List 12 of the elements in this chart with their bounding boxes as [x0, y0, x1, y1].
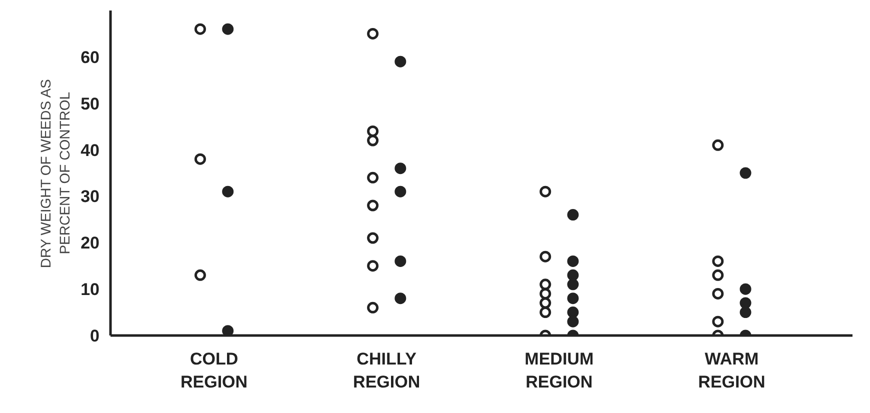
x-tick-label: CHILLY REGION — [353, 350, 420, 392]
y-tick-label: 60 — [80, 48, 100, 67]
y-tick-label: 0 — [90, 326, 100, 346]
y-tick-label: 30 — [80, 187, 100, 206]
x-tick-label: COLD REGION — [180, 350, 248, 392]
y-axis-title: DRY WEIGHT OF WEEDS AS PERCENT OF CONTROL — [37, 79, 73, 268]
y-tick-label: 10 — [80, 280, 100, 300]
x-tick-label: MEDIUM REGION — [524, 350, 594, 392]
y-tick-label: 50 — [80, 94, 100, 114]
x-tick-label: WARM REGION — [698, 350, 766, 392]
y-tick-label: 20 — [80, 234, 100, 253]
y-tick-label: 40 — [80, 140, 100, 160]
